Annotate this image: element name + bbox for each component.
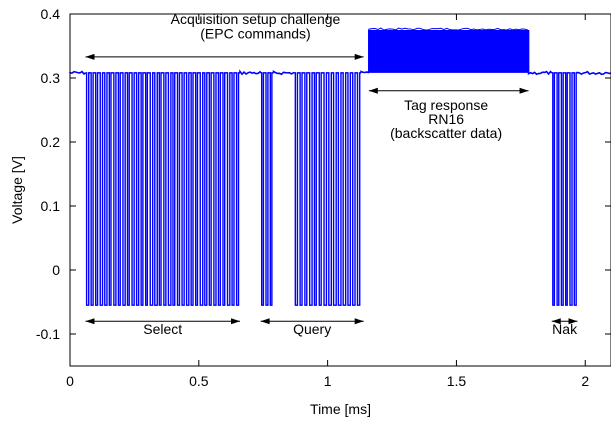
annotations: Acquisition setup challenge(EPC commands… <box>85 11 578 337</box>
backscatter-edge <box>368 27 528 73</box>
annotation-arrow-head <box>368 87 378 94</box>
annotation-text: Tag response <box>404 97 488 113</box>
annotation-text: (EPC commands) <box>200 25 310 41</box>
annotation-arrow-head <box>85 53 95 60</box>
annotation-text: Nak <box>552 321 578 337</box>
x-tick-label: 2 <box>581 373 589 389</box>
x-tick-label: 0.5 <box>189 373 209 389</box>
signal-idle <box>69 70 86 76</box>
annotation-text: Query <box>293 321 331 337</box>
annotation-text: (backscatter data) <box>390 125 502 141</box>
x-tick-label: 1 <box>324 373 332 389</box>
annotation-arrow-head <box>354 53 364 60</box>
annotation-arrow-head <box>231 318 241 325</box>
annotation-arrow-head <box>354 318 364 325</box>
backscatter-block <box>368 30 529 73</box>
annotation-arrow-head <box>85 318 95 325</box>
annotation-text: Select <box>143 321 182 337</box>
axis-tick-labels: 0 0.5 1 1.5 2 -0.1 0 0.1 0.2 0.3 0.4 <box>36 6 589 389</box>
y-tick-label: -0.1 <box>36 326 60 342</box>
signal-pulses <box>85 72 241 306</box>
signal-pulses <box>551 72 578 306</box>
y-tick-label: 0 <box>52 262 60 278</box>
annotation-text: RN16 <box>428 111 464 127</box>
annotation-arrow-head <box>519 87 529 94</box>
y-tick-label: 0.4 <box>41 6 61 22</box>
signal-idle <box>576 70 611 76</box>
plot-frame <box>69 13 611 367</box>
axis-ticks <box>69 13 611 366</box>
signal-idle <box>239 69 262 76</box>
y-tick-label: 0.3 <box>41 70 61 86</box>
y-tick-label: 0.2 <box>41 134 61 150</box>
y-tick-label: 0.1 <box>41 198 61 214</box>
x-axis-label: Time [ms] <box>310 401 371 417</box>
annotation-arrow-head <box>551 318 561 325</box>
annotation-text: Acquisition setup challenge <box>171 11 341 27</box>
x-tick-label: 1.5 <box>447 373 467 389</box>
signal-idle <box>527 70 553 76</box>
signal-pulses <box>294 72 362 306</box>
annotation-arrow-head <box>260 318 270 325</box>
y-axis-label: Voltage [V] <box>9 156 25 224</box>
signal-pulses <box>260 72 274 306</box>
signal-idle <box>360 70 370 74</box>
x-tick-label: 0 <box>66 373 74 389</box>
annotation-arrow-head <box>568 318 578 325</box>
signal-idle <box>272 70 295 76</box>
signal-trace <box>69 27 611 306</box>
